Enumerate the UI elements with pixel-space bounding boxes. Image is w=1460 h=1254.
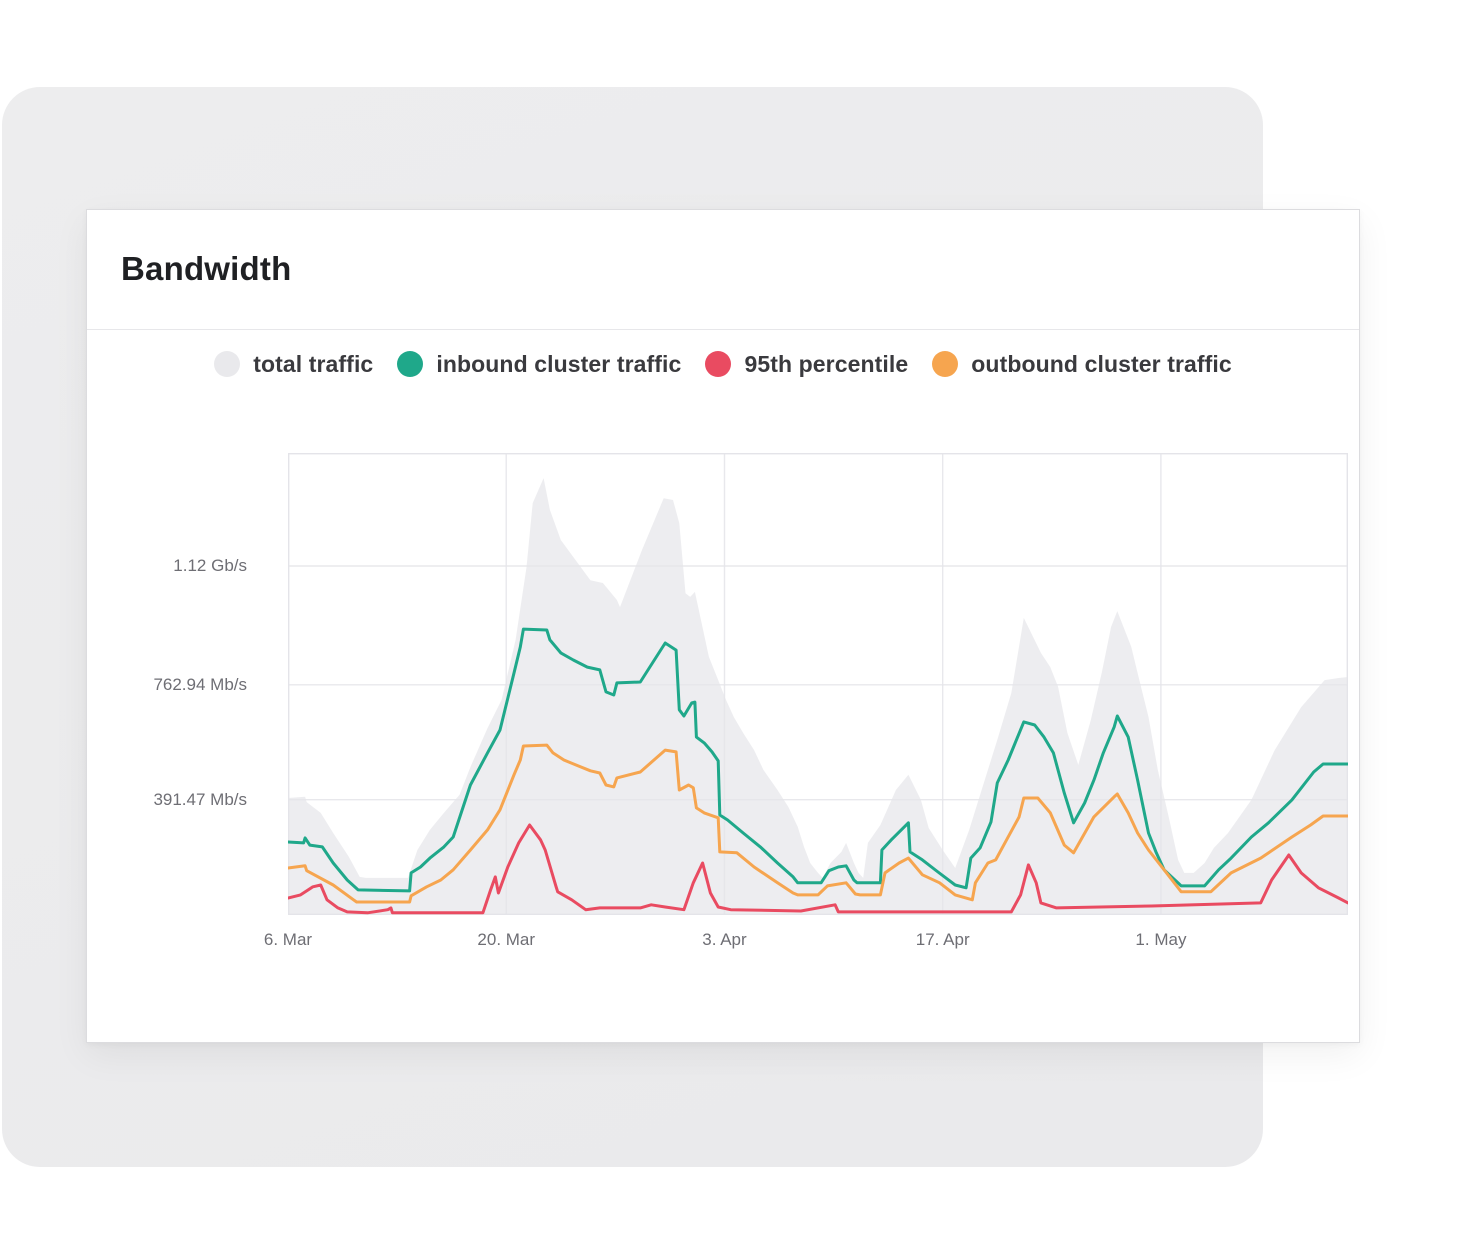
y-tick-label: 762.94 Mb/s bbox=[153, 674, 247, 694]
legend-label: outbound cluster traffic bbox=[971, 350, 1232, 377]
card-header: Bandwidth bbox=[87, 210, 1359, 329]
series-line bbox=[288, 627, 1348, 893]
chart-legend: total traffic inbound cluster traffic 95… bbox=[87, 341, 1359, 387]
legend-label: total traffic bbox=[253, 350, 374, 377]
header-divider bbox=[87, 329, 1359, 330]
legend-item-inbound-cluster-traffic[interactable]: inbound cluster traffic bbox=[397, 351, 681, 378]
y-tick-label: 1.12 Gb/s bbox=[173, 555, 247, 575]
legend-item-95th-percentile[interactable]: 95th percentile bbox=[705, 351, 908, 378]
legend-dot bbox=[932, 351, 959, 377]
series-line bbox=[288, 743, 1348, 904]
x-tick-label: 20. Mar bbox=[477, 930, 536, 949]
legend-dot bbox=[214, 351, 241, 377]
legend-dot bbox=[397, 351, 424, 377]
legend-dot bbox=[705, 351, 732, 377]
bandwidth-chart bbox=[288, 453, 1348, 915]
series-line bbox=[288, 823, 1348, 915]
x-tick-label: 3. Apr bbox=[702, 930, 747, 949]
page-title: Bandwidth bbox=[121, 250, 292, 287]
legend-item-outbound-cluster-traffic[interactable]: outbound cluster traffic bbox=[932, 351, 1232, 378]
x-tick-label: 17. Apr bbox=[915, 930, 970, 949]
legend-label: inbound cluster traffic bbox=[436, 350, 682, 377]
legend-label: 95th percentile bbox=[744, 350, 909, 377]
plot-border bbox=[288, 453, 1348, 915]
x-tick-label: 1. May bbox=[1135, 930, 1187, 949]
series-area-total-traffic bbox=[288, 478, 1348, 915]
x-tick-label: 6. Mar bbox=[263, 930, 313, 949]
legend-item-total-traffic[interactable]: total traffic bbox=[214, 351, 373, 378]
y-tick-label: 391.47 Mb/s bbox=[153, 789, 247, 809]
